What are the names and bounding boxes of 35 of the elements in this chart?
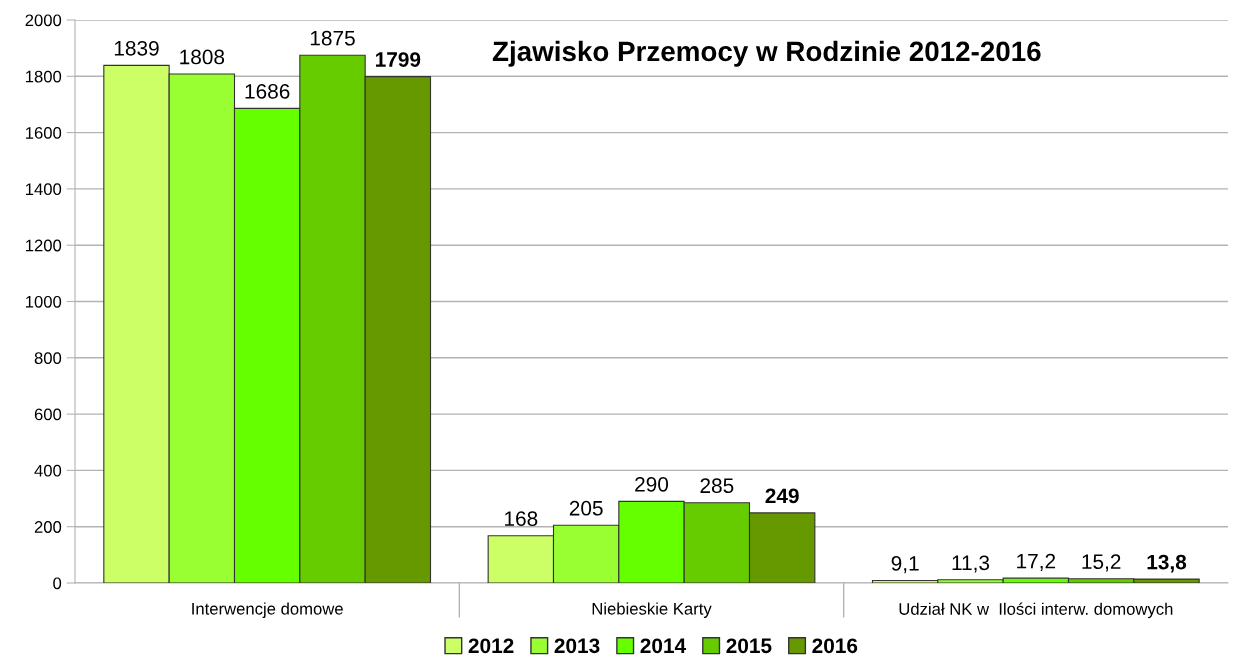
data-label: 1875 [310, 30, 355, 46]
data-label: 285 [700, 478, 734, 494]
data-label: 168 [505, 511, 538, 527]
x-tick-label: Niebieskie Karty [592, 602, 712, 618]
data-label: 290 [635, 476, 669, 492]
y-tick-label: 1000 [26, 295, 62, 308]
legend-label: 2014 [640, 638, 687, 654]
legend-label: 2012 [468, 638, 514, 654]
y-tick-label: 1400 [26, 183, 62, 196]
data-label: 205 [569, 500, 603, 516]
y-tick-label: 1600 [26, 127, 62, 139]
data-label: 249 [765, 488, 799, 504]
y-tick-label: 1800 [26, 70, 62, 83]
y-tick-label: 800 [34, 352, 62, 364]
y-tick-label: 200 [34, 521, 62, 533]
data-label: 15,2 [1082, 554, 1121, 572]
text: Zjawisko Przemocy w Rodzinie 2012-2016 [492, 40, 1041, 67]
y-tick-label: 600 [34, 408, 62, 421]
x-tick-label: Udział NK w Ilości interw. domowych [899, 602, 1173, 619]
data-label: 1799 [375, 52, 421, 67]
y-tick-label: 400 [34, 464, 62, 477]
data-label: 11,3 [952, 555, 990, 573]
data-label: 13,8 [1147, 554, 1187, 573]
legend-label: 2013 [554, 638, 600, 654]
data-label: 1839 [114, 40, 159, 56]
y-tick-label: 1200 [26, 239, 62, 252]
data-label: 1686 [245, 83, 290, 99]
data-label: 17,2 [1017, 553, 1056, 571]
legend-label: 2016 [812, 638, 858, 654]
data-label: 1808 [180, 49, 225, 65]
x-tick-label: Interwencje domowe [192, 602, 343, 618]
y-tick-label: 0 [53, 577, 62, 590]
legend-label: 2015 [726, 638, 772, 654]
y-tick-label: 2000 [25, 14, 62, 27]
data-label: 9,1 [891, 556, 919, 574]
